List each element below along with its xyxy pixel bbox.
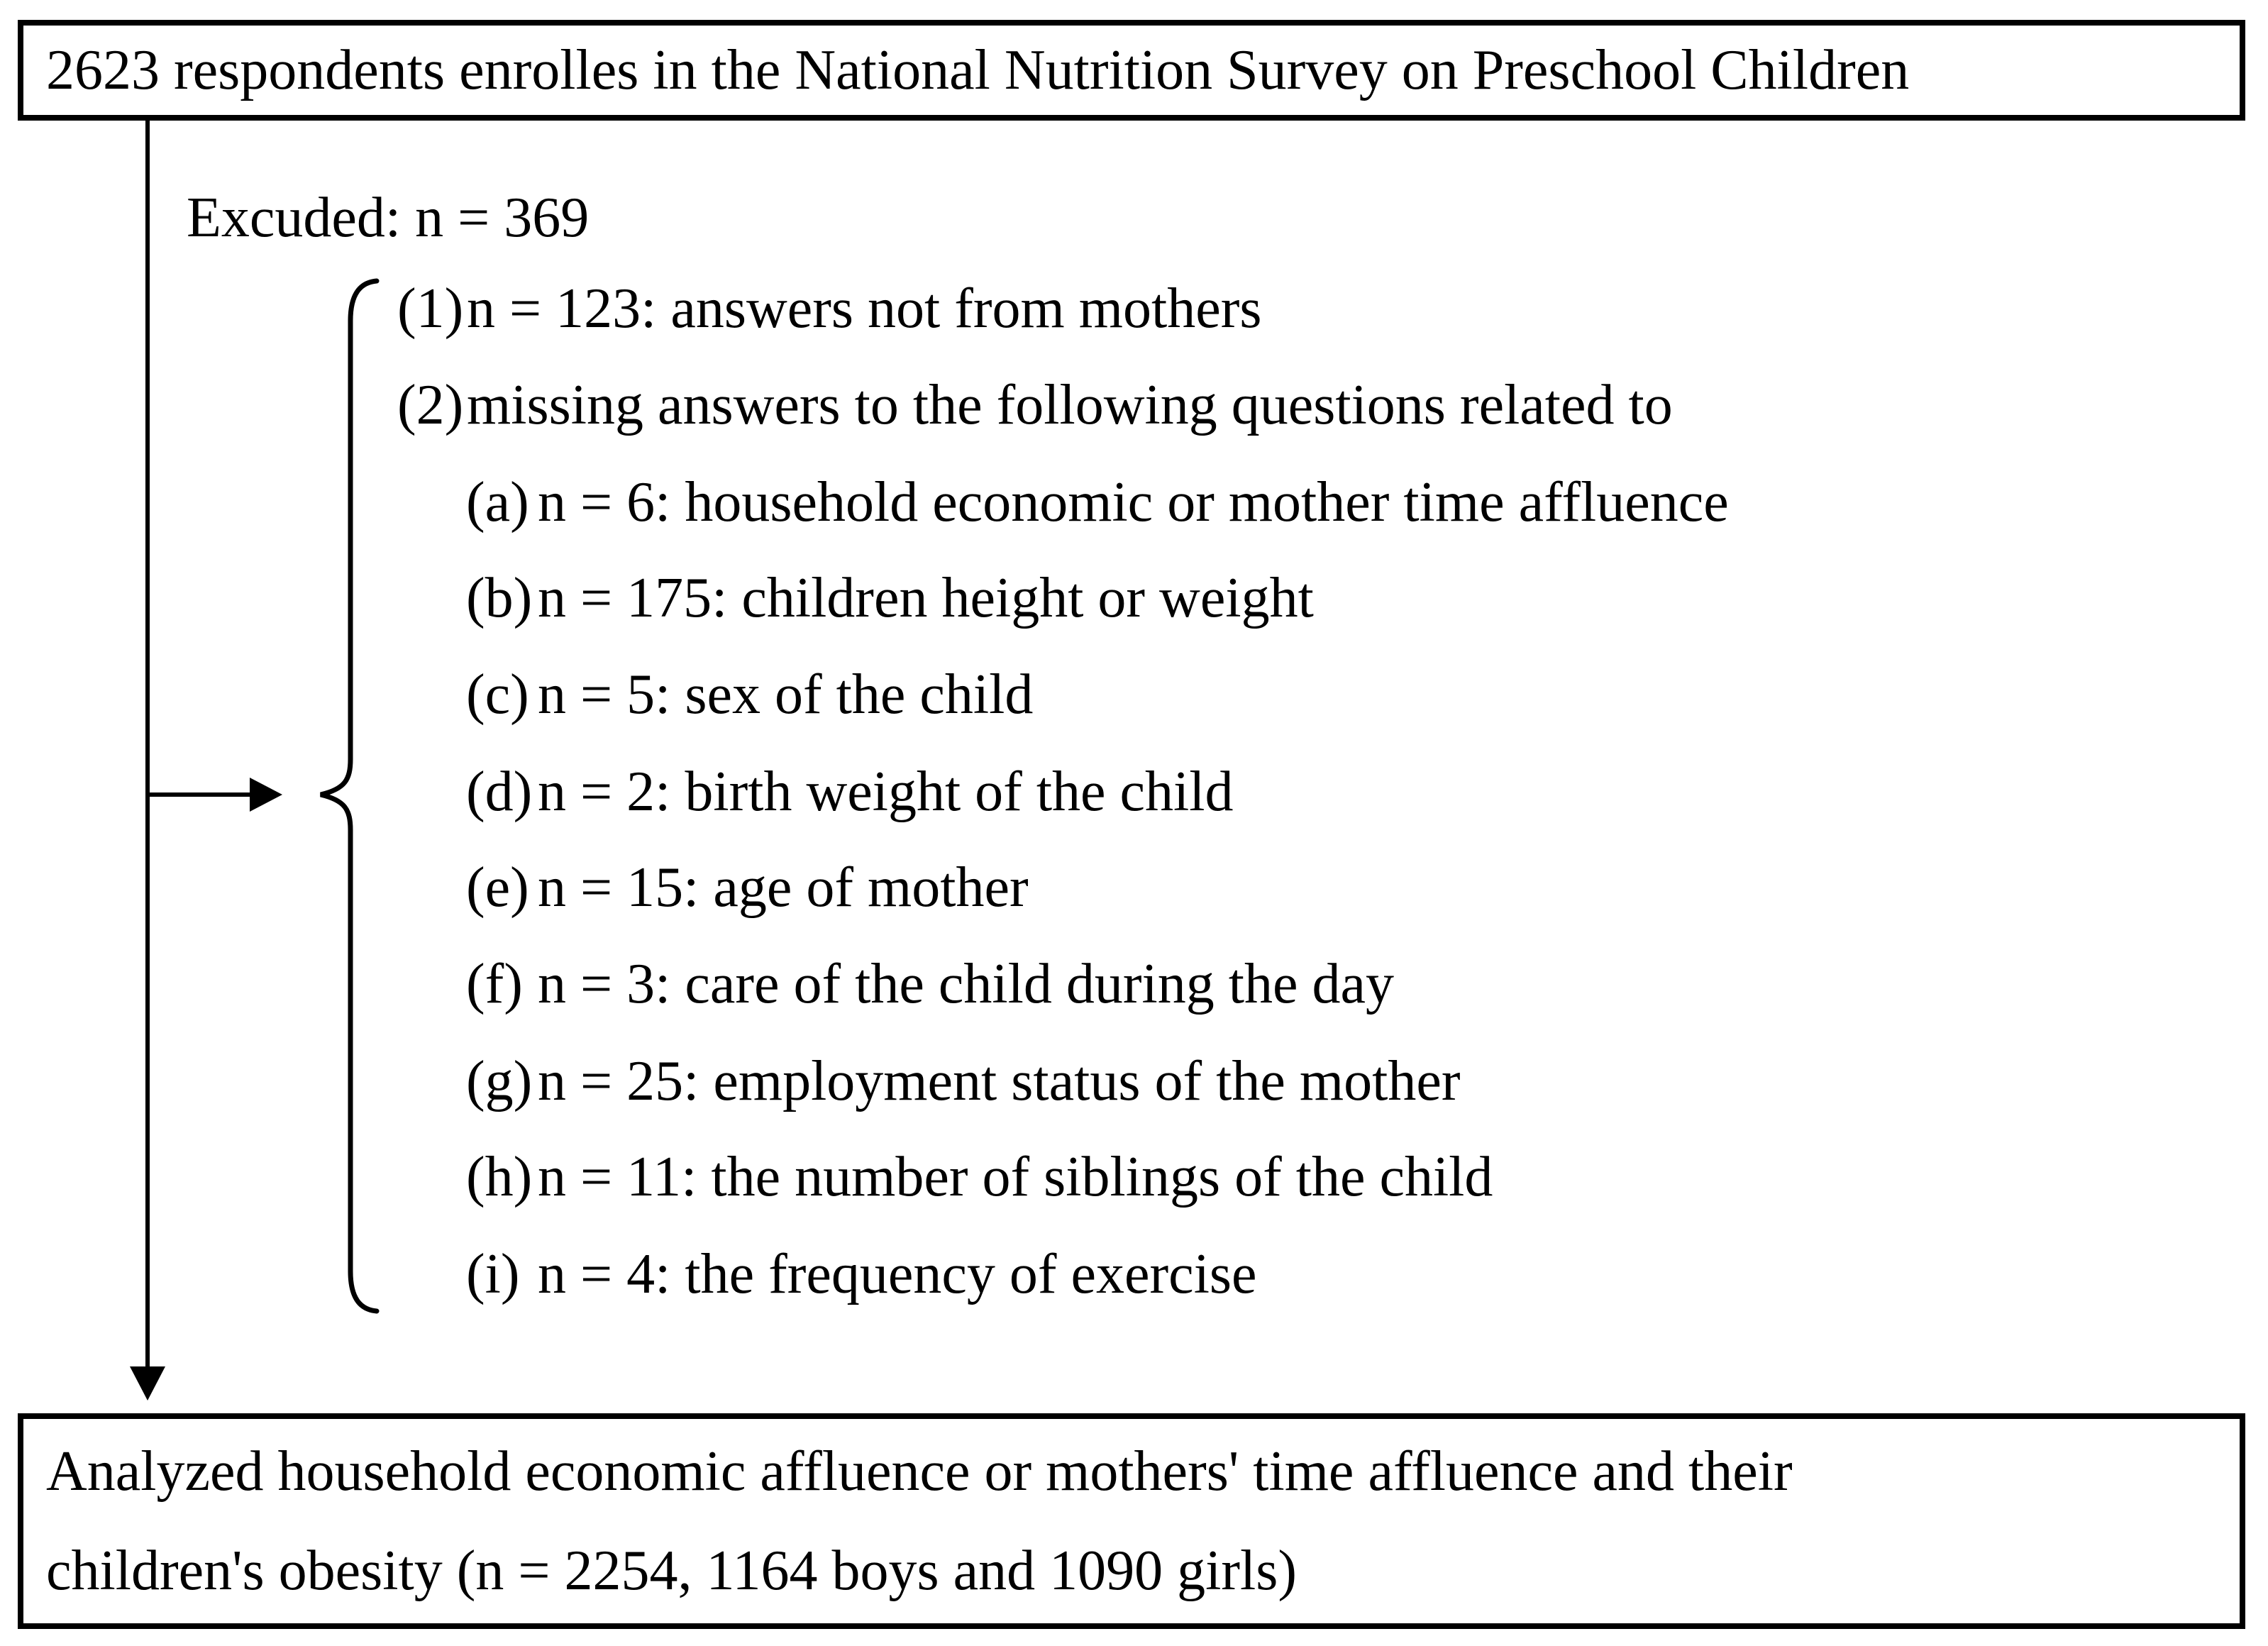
subitem-text: n = 3: care of the child during the day bbox=[538, 953, 1394, 1015]
subitem-marker: (f) bbox=[466, 953, 523, 1015]
enrollment-box: 2623 respondents enrolles in the Nationa… bbox=[18, 20, 2245, 121]
subitem-text: n = 15: age of mother bbox=[538, 856, 1029, 919]
subitem-marker: (c) bbox=[466, 663, 529, 726]
subitem-marker: (i) bbox=[466, 1243, 520, 1305]
exclusion-subitem-h: (h) n = 11: the number of siblings of th… bbox=[0, 1149, 2268, 1205]
subitem-text: n = 6: household economic or mother time… bbox=[538, 471, 1729, 534]
exclusion-subitem-f: (f) n = 3: care of the child during the … bbox=[0, 956, 2268, 1012]
subitem-marker: (h) bbox=[466, 1146, 533, 1208]
exclusion-subitem-e: (e) n = 15: age of mother bbox=[0, 859, 2268, 916]
analyzed-text-line1: Analyzed household economic affluence or… bbox=[46, 1440, 1793, 1503]
item-text: n = 123: answers not from mothers bbox=[467, 277, 1262, 340]
exclusion-subitem-i: (i) n = 4: the frequency of exercise bbox=[0, 1246, 2268, 1303]
subitem-marker: (e) bbox=[466, 856, 529, 919]
exclusion-header: Excuded: n = 369 bbox=[187, 187, 590, 249]
exclusion-subitem-b: (b) n = 175: children height or weight bbox=[0, 570, 2268, 626]
item-text: missing answers to the following questio… bbox=[467, 374, 1673, 436]
subitem-marker: (g) bbox=[466, 1050, 533, 1112]
item-marker: (2) bbox=[397, 374, 464, 436]
subitem-text: n = 11: the number of siblings of the ch… bbox=[538, 1146, 1493, 1208]
subitem-text: n = 5: sex of the child bbox=[538, 663, 1034, 726]
exclusion-subitem-a: (a) n = 6: household economic or mother … bbox=[0, 474, 2268, 531]
subitem-text: n = 2: birth weight of the child bbox=[538, 761, 1234, 823]
analyzed-text-line2: children's obesity (n = 2254, 1164 boys … bbox=[46, 1540, 1298, 1602]
exclusion-item-1: (1) n = 123: answers not from mothers bbox=[0, 280, 2268, 337]
exclusion-subitem-c: (c) n = 5: sex of the child bbox=[0, 666, 2268, 723]
analyzed-box: Analyzed household economic affluence or… bbox=[18, 1413, 2245, 1629]
item-marker: (1) bbox=[397, 277, 464, 340]
exclusion-item-2: (2) missing answers to the following que… bbox=[0, 377, 2268, 433]
subitem-text: n = 25: employment status of the mother bbox=[538, 1050, 1461, 1112]
subitem-marker: (a) bbox=[466, 471, 529, 534]
down-arrowhead-icon bbox=[130, 1366, 165, 1401]
enrollment-text: 2623 respondents enrolles in the Nationa… bbox=[46, 39, 1910, 101]
subitem-marker: (d) bbox=[466, 761, 533, 823]
right-arrowhead-icon bbox=[250, 778, 282, 812]
exclusion-brace bbox=[320, 278, 380, 1314]
exclusion-subitem-g: (g) n = 25: employment status of the mot… bbox=[0, 1053, 2268, 1110]
subitem-text: n = 4: the frequency of exercise bbox=[538, 1243, 1257, 1305]
subitem-text: n = 175: children height or weight bbox=[538, 567, 1314, 629]
exclusion-subitem-d: (d) n = 2: birth weight of the child bbox=[0, 763, 2268, 820]
subitem-marker: (b) bbox=[466, 567, 533, 629]
